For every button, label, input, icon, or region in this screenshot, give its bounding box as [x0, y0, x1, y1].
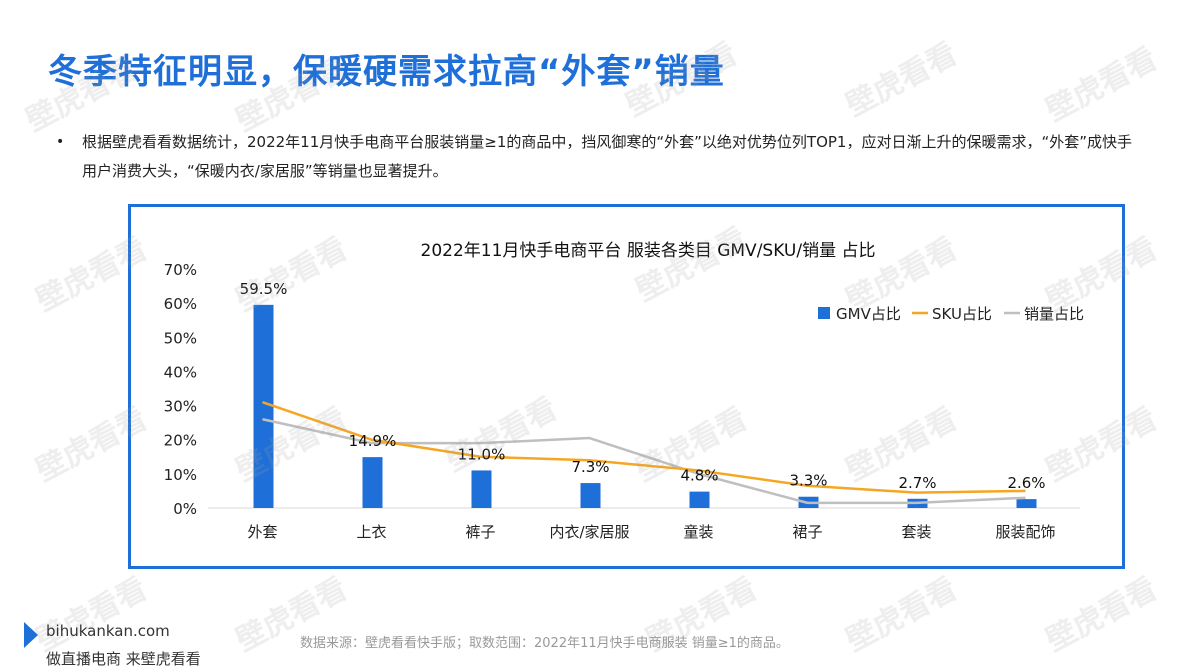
y-tick-label: 10%: [164, 466, 197, 484]
slide-title: 冬季特征明显，保暖硬需求拉高“外套”销量: [48, 52, 725, 92]
y-tick-label: 60%: [164, 295, 197, 313]
y-tick-label: 50%: [164, 329, 197, 347]
x-tick-label: 上衣: [356, 523, 386, 541]
bullet-dot-icon: •: [56, 134, 65, 150]
y-tick-label: 40%: [164, 363, 197, 381]
gmv-bar: [580, 483, 601, 508]
data-label: 3.3%: [789, 472, 827, 490]
x-tick-label: 内衣/家居服: [549, 523, 629, 541]
gmv-bar: [1016, 499, 1037, 508]
footer-slogan: 做直播电商 来壁虎看看: [46, 650, 201, 668]
gmv-bar: [253, 304, 274, 508]
legend-gmv-label: GMV占比: [836, 305, 901, 323]
summary-paragraph: • 根据壁虎看看数据统计，2022年11月快手电商平台服装销量≥1的商品中，挡风…: [56, 128, 1146, 186]
x-tick-label: 裙子: [792, 523, 822, 541]
legend-sku-label: SKU占比: [932, 305, 992, 323]
data-label: 59.5%: [240, 280, 288, 298]
data-label: 11.0%: [458, 445, 506, 463]
chart-frame: [128, 204, 1125, 569]
summary-text: 根据壁虎看看数据统计，2022年11月快手电商平台服装销量≥1的商品中，挡风御寒…: [82, 133, 1133, 180]
y-tick-label: 0%: [173, 500, 197, 518]
legend-gmv-swatch: [818, 307, 830, 319]
x-tick-label: 服装配饰: [995, 523, 1055, 541]
data-label: 7.3%: [571, 458, 609, 476]
gmv-bar: [689, 491, 710, 508]
footer-site[interactable]: bihukankan.com: [46, 622, 170, 640]
data-label: 2.7%: [898, 474, 936, 492]
data-source-note: 数据来源：壁虎看看快手版；取数范围：2022年11月快手电商服装 销量≥1的商品…: [300, 636, 789, 651]
y-tick-label: 20%: [164, 432, 197, 450]
chart-title: 2022年11月快手电商平台 服装各类目 GMV/SKU/销量 占比: [421, 241, 876, 261]
y-tick-label: 30%: [164, 398, 197, 416]
data-label: 4.8%: [680, 467, 718, 485]
x-tick-label: 套装: [901, 523, 931, 541]
gmv-bar: [362, 457, 383, 508]
y-tick-label: 70%: [164, 261, 197, 279]
data-label: 2.6%: [1007, 474, 1045, 492]
x-tick-label: 外套: [247, 523, 277, 541]
data-label: 14.9%: [349, 432, 397, 450]
legend-sales-label: 销量占比: [1024, 305, 1084, 323]
x-tick-label: 童装: [683, 523, 713, 541]
x-tick-label: 裤子: [465, 523, 495, 541]
sku-share-line: [262, 400, 1026, 494]
play-triangle-icon: [24, 622, 38, 648]
gmv-bar: [471, 470, 492, 508]
